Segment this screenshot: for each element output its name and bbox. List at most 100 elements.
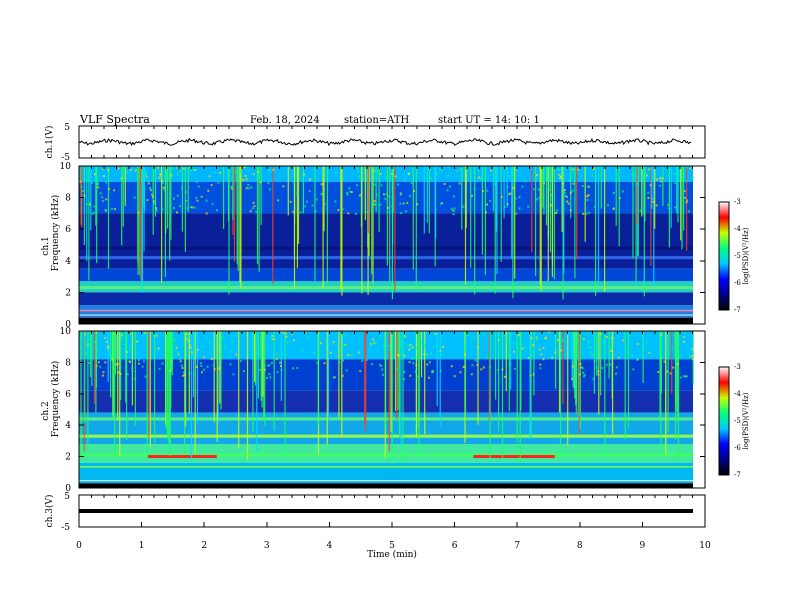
- spectrogram-speckle: [210, 184, 213, 186]
- spectrogram-feature: [147, 455, 217, 459]
- spectrogram-speckle: [379, 363, 381, 366]
- spectrogram-speckle: [177, 173, 179, 176]
- spectrogram-streak: [107, 166, 110, 269]
- spectrogram-streak: [503, 166, 505, 219]
- ch2-frequency-ylabel: Frequency (kHz): [50, 361, 61, 438]
- spectrogram-speckle: [303, 205, 306, 208]
- spectrogram-speckle: [677, 362, 680, 365]
- spectrogram-streak: [423, 166, 425, 234]
- spectrogram-speckle: [101, 374, 104, 377]
- spectrogram-speckle: [157, 347, 160, 350]
- spectrogram-speckle: [442, 345, 444, 348]
- spectrogram-streak: [314, 166, 316, 281]
- spectrogram-streak: [372, 166, 374, 284]
- spectrogram-streak: [514, 166, 516, 279]
- spectrogram-streak: [143, 166, 145, 252]
- spectrogram-speckle: [439, 349, 442, 352]
- spectrogram-speckle: [372, 338, 375, 341]
- spectrogram-speckle: [302, 173, 305, 176]
- spectrogram-speckle: [535, 336, 538, 339]
- spectrogram-speckle: [633, 173, 636, 175]
- spectrogram-band: [79, 317, 693, 324]
- spectrogram-speckle: [86, 343, 89, 346]
- spectrogram-speckle: [559, 175, 562, 178]
- spectrogram-speckle: [194, 169, 197, 172]
- spectrogram-speckle: [535, 178, 537, 181]
- spectrogram-streak: [551, 166, 553, 278]
- spectrogram-speckle: [217, 181, 220, 184]
- spectrogram-speckle: [586, 199, 589, 201]
- spectrogram-speckle: [684, 196, 687, 199]
- spectrogram-streak: [604, 166, 606, 292]
- spectrogram-streak: [498, 331, 500, 431]
- spectrogram-streak: [371, 166, 373, 275]
- spectrogram-speckle: [489, 366, 492, 369]
- spectrogram-streak: [148, 331, 150, 438]
- spectrogram-speckle: [556, 168, 559, 171]
- spectrogram-speckle: [88, 202, 91, 205]
- spectrogram-streak: [670, 166, 672, 228]
- spectrogram-speckle: [659, 184, 662, 187]
- spectrogram-streak: [681, 166, 683, 250]
- spectrogram-speckle: [196, 199, 199, 202]
- spectrogram-speckle: [533, 188, 536, 191]
- spectrogram-speckle: [685, 180, 688, 183]
- spectrogram-speckle: [689, 167, 692, 170]
- spectrogram-speckle: [490, 169, 492, 172]
- spectrogram-streak: [139, 166, 141, 275]
- spectrogram-speckle: [267, 364, 270, 367]
- spectrogram-speckle: [196, 348, 199, 351]
- spectrogram-band: [79, 466, 693, 468]
- spectrogram-speckle: [235, 353, 238, 356]
- spectrogram-speckle: [581, 367, 584, 370]
- spectrogram-streak: [239, 166, 241, 283]
- spectrogram-streak: [169, 331, 171, 452]
- spectrogram-speckle: [476, 346, 479, 349]
- spectrogram-speckle: [113, 367, 116, 370]
- spectrogram-speckle: [102, 200, 104, 203]
- spectrogram-streak: [567, 331, 569, 446]
- spectrogram-speckle: [121, 337, 124, 340]
- frequency-tick-label: 8: [65, 358, 71, 368]
- spectrogram-speckle: [376, 170, 379, 173]
- spectrogram-streak: [642, 331, 644, 383]
- spectrogram-speckle: [149, 187, 152, 189]
- spectrogram-streak: [326, 166, 328, 284]
- spectrogram-speckle: [366, 211, 369, 213]
- spectrogram-speckle: [163, 189, 166, 191]
- spectrogram-streak: [340, 166, 342, 289]
- spectrogram-speckle: [120, 177, 123, 180]
- spectrogram-speckle: [571, 168, 574, 171]
- spectrogram-speckle: [555, 212, 558, 215]
- spectrogram-streak: [397, 331, 399, 411]
- spectrogram-band: [79, 462, 693, 484]
- spectrogram-streak: [677, 166, 679, 223]
- spectrogram-speckle: [173, 340, 176, 343]
- spectrogram-speckle: [341, 359, 344, 362]
- spectrogram-speckle: [639, 209, 642, 212]
- spectrogram-speckle: [685, 201, 688, 204]
- spectrogram-streak: [418, 331, 420, 456]
- spectrogram-speckle: [606, 363, 608, 366]
- spectrogram-speckle: [508, 193, 511, 196]
- spectrogram-speckle: [161, 186, 164, 189]
- spectrogram-speckle: [521, 185, 524, 188]
- spectrogram-speckle: [197, 185, 200, 188]
- spectrogram-speckle: [173, 207, 175, 209]
- spectrogram-speckle: [185, 337, 188, 340]
- spectrogram-speckle: [145, 175, 148, 178]
- spectrogram-speckle: [161, 180, 164, 182]
- spectrogram-speckle: [296, 191, 299, 194]
- spectrogram-speckle: [80, 185, 83, 188]
- spectrogram-speckle: [561, 182, 564, 185]
- spectrogram-speckle: [508, 362, 511, 365]
- spectrogram-speckle: [96, 350, 98, 353]
- spectrogram-speckle: [169, 174, 172, 177]
- spectrogram-speckle: [592, 168, 595, 171]
- spectrogram-speckle: [99, 192, 102, 195]
- spectrogram-streak: [598, 331, 600, 415]
- spectrogram-streak: [146, 331, 148, 458]
- frequency-tick-label: 0: [65, 320, 71, 330]
- spectrogram-speckle: [186, 207, 189, 210]
- spectrogram-speckle: [486, 189, 489, 192]
